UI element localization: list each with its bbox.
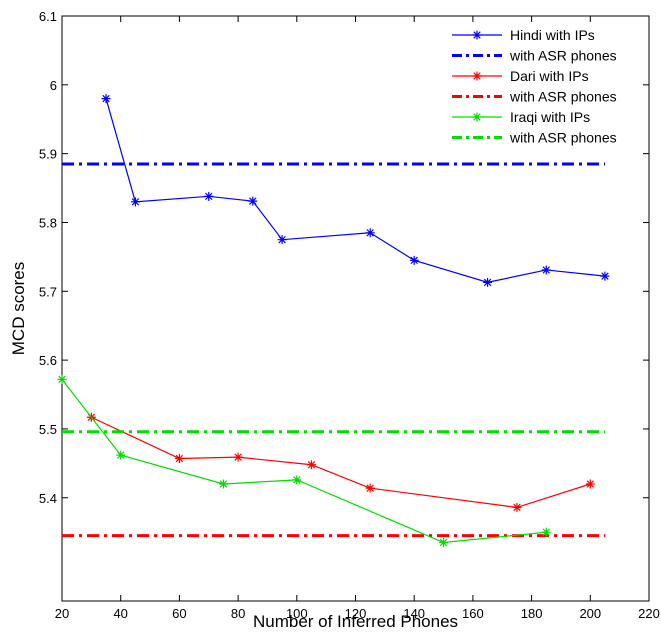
x-tick-label: 160	[462, 606, 484, 621]
x-tick-label: 20	[55, 606, 69, 621]
legend-entry: with ASR phones	[452, 48, 617, 64]
y-tick-label: 6.1	[39, 9, 57, 24]
x-tick-label: 200	[579, 606, 601, 621]
data-point-marker	[277, 235, 287, 245]
y-tick-label: 6	[50, 78, 57, 93]
data-point-marker	[365, 483, 375, 493]
x-tick-label: 220	[638, 606, 660, 621]
y-axis-label: MCD scores	[9, 262, 28, 356]
y-tick-label: 5.6	[39, 353, 57, 368]
data-point-marker	[218, 479, 228, 489]
x-tick-label: 100	[286, 606, 308, 621]
legend-label: with ASR phones	[509, 48, 617, 64]
data-point-marker	[472, 71, 482, 81]
data-point-marker	[600, 271, 610, 281]
legend-label: with ASR phones	[509, 89, 617, 105]
y-tick-label: 5.5	[39, 422, 57, 437]
data-point-marker	[472, 30, 482, 40]
legend-entry: Hindi with IPs	[452, 27, 595, 43]
data-point-marker	[365, 228, 375, 238]
y-tick-label: 5.4	[39, 491, 57, 506]
y-tick-label: 5.7	[39, 284, 57, 299]
x-tick-label: 40	[113, 606, 127, 621]
data-point-marker	[57, 374, 67, 384]
legend-label: Hindi with IPs	[510, 27, 595, 43]
data-point-marker	[233, 452, 243, 462]
axis-ticks: 20 40 60 80 100 120 140 160 180 200 220 5.4 5.5 5.6 5.…	[39, 9, 660, 621]
data-point-marker	[472, 112, 482, 122]
series-line	[105, 98, 606, 283]
series-layer	[57, 94, 610, 547]
data-point-marker	[541, 527, 551, 537]
data-point-marker	[483, 277, 493, 287]
data-point-marker	[248, 196, 258, 206]
x-tick-label: 140	[403, 606, 425, 621]
data-point-marker	[174, 454, 184, 464]
legend-entry: with ASR phones	[452, 89, 617, 105]
data-point-marker	[101, 94, 111, 104]
y-tick-label: 5.9	[39, 147, 57, 162]
legend-label: Dari with IPs	[510, 68, 589, 84]
legend-label: Iraqi with IPs	[510, 109, 590, 125]
data-point-marker	[204, 191, 214, 201]
data-point-marker	[292, 475, 302, 485]
x-tick-label: 80	[231, 606, 245, 621]
x-tick-label: 120	[345, 606, 367, 621]
data-point-marker	[439, 538, 449, 547]
legend-entry: Dari with IPs	[452, 68, 589, 84]
legend: Hindi with IPs with ASR phones Dari with I…	[452, 27, 617, 146]
data-point-marker	[512, 502, 522, 512]
legend-entry: Iraqi with IPs	[452, 109, 590, 125]
series-4	[57, 374, 551, 547]
data-point-marker	[116, 450, 126, 460]
data-point-marker	[306, 460, 316, 470]
data-point-marker	[585, 479, 595, 489]
x-tick-label: 180	[521, 606, 543, 621]
y-tick-label: 5.8	[39, 215, 57, 230]
series-line	[61, 379, 547, 544]
series-0	[101, 94, 610, 287]
legend-label: with ASR phones	[509, 130, 617, 146]
data-point-marker	[130, 197, 140, 207]
x-axis-label: Number of Inferred Phones	[253, 612, 458, 631]
data-point-marker	[541, 265, 551, 275]
series-2	[86, 412, 595, 512]
legend-entry: with ASR phones	[452, 130, 617, 146]
x-tick-label: 60	[172, 606, 186, 621]
data-point-marker	[409, 255, 419, 265]
